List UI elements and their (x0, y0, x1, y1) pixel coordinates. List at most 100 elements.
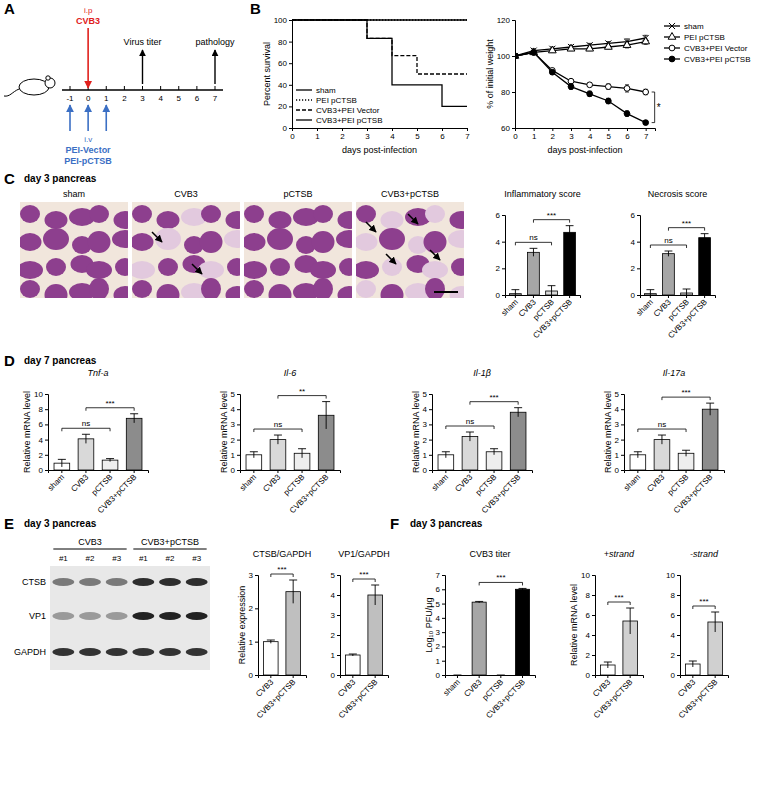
x-tick-mark (469, 470, 470, 473)
y-tick: 6 (436, 585, 445, 594)
legend-item: CVB3+PEI pCTSB (664, 55, 750, 64)
y-tick-mark (502, 215, 505, 216)
y-tick-mark (337, 655, 340, 656)
data-point (548, 46, 556, 53)
legend-label: CVB3+PEI Vector (684, 44, 748, 53)
plot-area (346, 585, 383, 675)
y-tick: 4 (331, 591, 340, 600)
y-axis: 6080100120 (497, 16, 516, 133)
x-tick-mark (352, 675, 353, 678)
timeline-tick (124, 86, 125, 90)
timeline-label: -1 (66, 94, 74, 103)
axis-line (516, 129, 656, 132)
y-tick: 10 (581, 571, 595, 580)
y-tick-label: 4 (671, 631, 676, 640)
legend-item: sham (664, 22, 704, 31)
data-point (643, 120, 649, 126)
bar-chart: 012345shamCVB3pCTSBCVB3+pCTSBIl-6Relativ… (219, 368, 341, 515)
y-tick-mark (45, 409, 48, 410)
x-tick-label: 6 (440, 132, 445, 141)
data-point (549, 69, 555, 75)
x-tick-mark (253, 470, 254, 473)
significance-bracket (446, 426, 494, 429)
x-axis: 01234567 (513, 128, 655, 141)
y-tick-label: 0 (249, 671, 254, 680)
y-tick-mark (289, 20, 292, 21)
x-tick: CVB3 (645, 470, 667, 494)
x-tick: 1 (532, 128, 537, 141)
y-tick-mark (442, 675, 445, 676)
error-bar (665, 251, 673, 256)
histology-image (20, 202, 128, 298)
y-tick-label: 60 (501, 124, 510, 133)
y-tick-label: 0 (283, 124, 288, 133)
chart-title: VP1/GAPDH (338, 549, 390, 559)
axis-line (259, 676, 307, 679)
readout-label: Virus titer (124, 37, 162, 47)
x-tick-mark (569, 295, 570, 298)
lane-label: #1 (59, 554, 68, 563)
y-tick-mark (45, 440, 48, 441)
y-tick: 0 (615, 466, 624, 475)
line-chart: 02040608010001234567days post-infectionP… (262, 16, 471, 155)
y-tick-label: 100 (497, 52, 511, 61)
x-tick: 6 (625, 128, 630, 141)
data-point (530, 48, 538, 55)
y-tick-mark (429, 394, 432, 395)
x-tick-label: CVB3 (261, 472, 283, 494)
x-tick-mark (590, 128, 591, 131)
timeline-tick (178, 86, 179, 90)
x-tick: CVB3+pCTSB (255, 675, 298, 720)
y-axis-title: Relative mRNA level (569, 584, 579, 666)
x-tick-mark (627, 128, 628, 131)
error-bar (530, 248, 538, 256)
y-tick: 0 (436, 671, 445, 680)
y-tick: 40 (278, 81, 292, 90)
plot-area (453, 588, 529, 675)
x-tick-mark (686, 295, 687, 298)
y-tick-label: 0 (436, 671, 441, 680)
error-bar (606, 98, 610, 103)
y-tick-label: 10 (581, 571, 590, 580)
y-tick-mark (592, 575, 595, 576)
y-tick-mark (45, 424, 48, 425)
y-axis: 0246 (631, 211, 641, 300)
significance-bracket (254, 429, 302, 432)
y-tick-mark (429, 455, 432, 456)
x-tick-label: CVB3+pCTSB (484, 678, 527, 721)
y-tick-label: 4 (231, 405, 236, 414)
x-tick-mark (715, 675, 716, 678)
treatment-label: PEI-pCTSB (64, 156, 112, 166)
western-blot: CVB3CVB3+pCTSB#1#2#3#1#2#3CTSBVP1GAPDH (14, 537, 210, 670)
x-axis-title: days post-infection (342, 145, 417, 155)
y-tick: 2 (436, 642, 445, 651)
x-tick-mark (661, 470, 662, 473)
y-tick-mark (592, 615, 595, 616)
bar-chart: 0246810shamCVB3pCTSBCVB3+pCTSBTnf-aRelat… (22, 368, 148, 515)
y-tick: 3 (331, 611, 340, 620)
y-tick: 100 (497, 52, 515, 61)
y-tick: 4 (423, 405, 432, 414)
y-tick-label: 4 (423, 405, 428, 414)
x-tick: CVB3+pCTSB (288, 470, 331, 515)
x-tick: sham (46, 470, 66, 493)
y-tick-label: 0 (631, 291, 636, 300)
y-tick: 2 (631, 264, 640, 273)
significance-label: *** (105, 399, 114, 408)
significance-label: *** (682, 219, 691, 228)
x-tick-mark (326, 470, 327, 473)
y-axis-title: Relative mRNA level (411, 391, 421, 473)
row-label: VP1 (29, 611, 46, 621)
x-tick-label: CVB3+pCTSB (677, 678, 720, 721)
x-tick-label: 0 (290, 132, 295, 141)
y-tick: 120 (497, 16, 515, 25)
timeline-tick (106, 86, 107, 90)
axis-line (681, 676, 729, 679)
y-tick: 4 (231, 405, 240, 414)
significance-bracket (662, 397, 710, 400)
y-tick-mark (337, 615, 340, 616)
y-tick-mark (255, 675, 258, 676)
plot-area (515, 35, 650, 126)
x-tick: CVB3 (69, 470, 91, 494)
y-axis: 012345 (231, 390, 241, 475)
